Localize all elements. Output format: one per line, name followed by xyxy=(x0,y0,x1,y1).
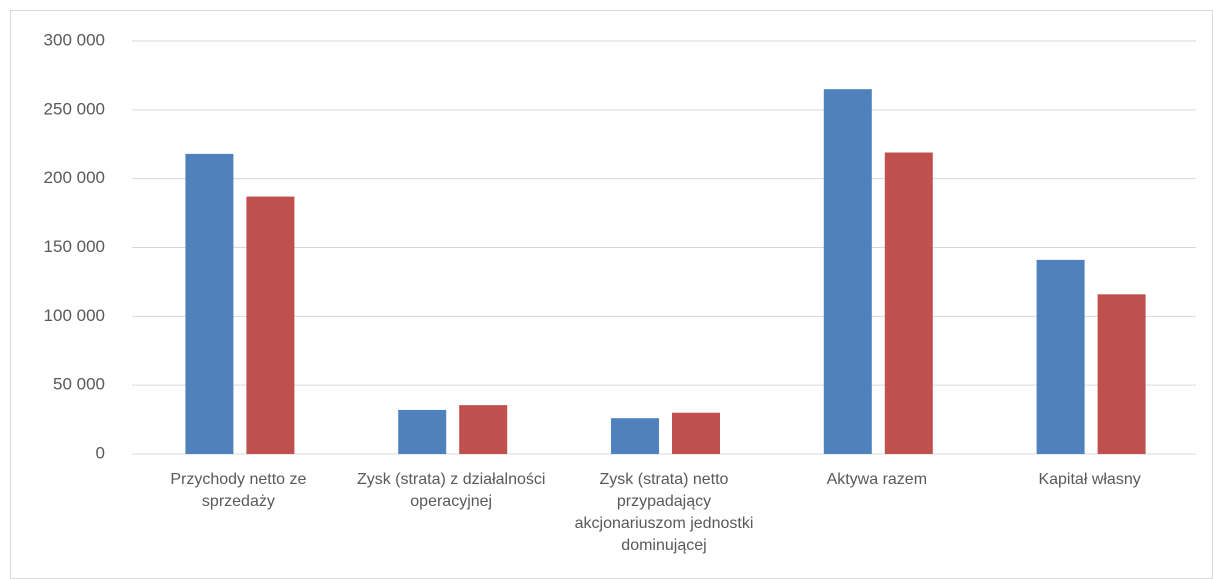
bar xyxy=(672,412,720,454)
y-tick-label: 300 000 xyxy=(44,30,105,49)
bar xyxy=(884,152,933,454)
x-tick-label: Aktywa razem xyxy=(826,471,928,488)
bar xyxy=(246,196,295,454)
y-tick-label: 100 000 xyxy=(44,306,105,325)
y-tick-label: 250 000 xyxy=(44,99,105,118)
y-tick-label: 0 xyxy=(96,443,105,462)
x-tick-label: Zysk (strata) netto przypadający akcjona… xyxy=(574,471,754,554)
y-tick-label: 50 000 xyxy=(53,375,105,394)
x-tick-label: Kapitał własny xyxy=(1038,471,1141,488)
bar xyxy=(611,418,659,454)
bar xyxy=(1036,259,1085,454)
bar xyxy=(1097,294,1146,454)
bar xyxy=(398,409,447,454)
bar xyxy=(823,89,872,454)
x-tick-label: Zysk (strata) z działalności operacyjnej xyxy=(356,471,546,510)
y-tick-label: 150 000 xyxy=(44,237,105,256)
y-tick-label: 200 000 xyxy=(44,168,105,187)
x-tick-label: Przychody netto ze sprzedaży xyxy=(170,471,307,510)
bar xyxy=(459,405,508,454)
bar xyxy=(185,153,234,455)
